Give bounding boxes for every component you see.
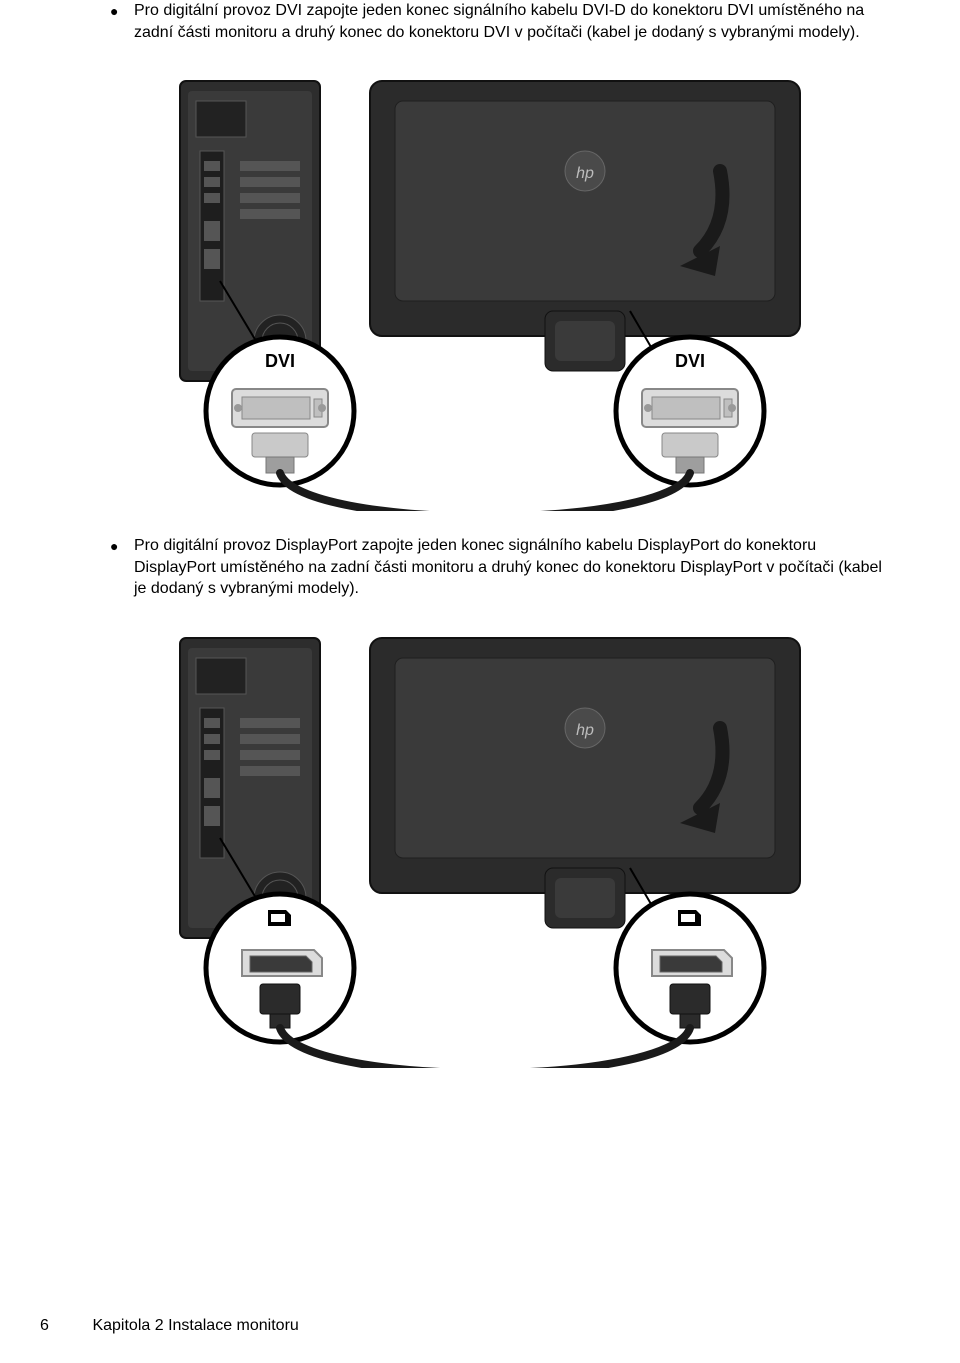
bullet-dot: ● — [110, 535, 134, 600]
bullet-item: ● Pro digitální provoz DisplayPort zapoj… — [110, 535, 890, 600]
dvi-label-right: DVI — [675, 351, 705, 371]
dvi-label-left: DVI — [265, 351, 295, 371]
monitor-back: hp — [370, 81, 800, 371]
bullet-item: ● Pro digitální provoz DVI zapojte jeden… — [110, 0, 890, 43]
bullet-dot: ● — [110, 0, 134, 43]
figure-displayport: hp — [110, 628, 890, 1068]
dp-callout-right — [616, 868, 764, 1042]
svg-text:hp: hp — [576, 722, 594, 739]
page-footer: 6 Kapitola 2 Instalace monitoru — [40, 1317, 299, 1335]
figure-dvi: hp DVI — [110, 71, 890, 511]
chapter-label: Kapitola 2 Instalace monitoru — [92, 1317, 298, 1334]
bullet-text: Pro digitální provoz DVI zapojte jeden k… — [134, 0, 890, 43]
dp-cable — [280, 1028, 690, 1068]
dp-diagram-svg: hp — [160, 628, 840, 1068]
dvi-diagram-svg: hp DVI — [160, 71, 840, 511]
svg-text:hp: hp — [576, 165, 594, 182]
computer-tower — [180, 81, 320, 381]
monitor-back: hp — [370, 638, 800, 928]
page-number: 6 — [40, 1317, 88, 1335]
displayport-icon — [678, 910, 701, 926]
dvi-callout-right: DVI — [616, 311, 764, 485]
bullet-text: Pro digitální provoz DisplayPort zapojte… — [134, 535, 890, 600]
document-page: ● Pro digitální provoz DVI zapojte jeden… — [0, 0, 960, 1363]
computer-tower — [180, 638, 320, 938]
dvi-cable — [280, 473, 690, 511]
displayport-icon — [268, 910, 291, 926]
